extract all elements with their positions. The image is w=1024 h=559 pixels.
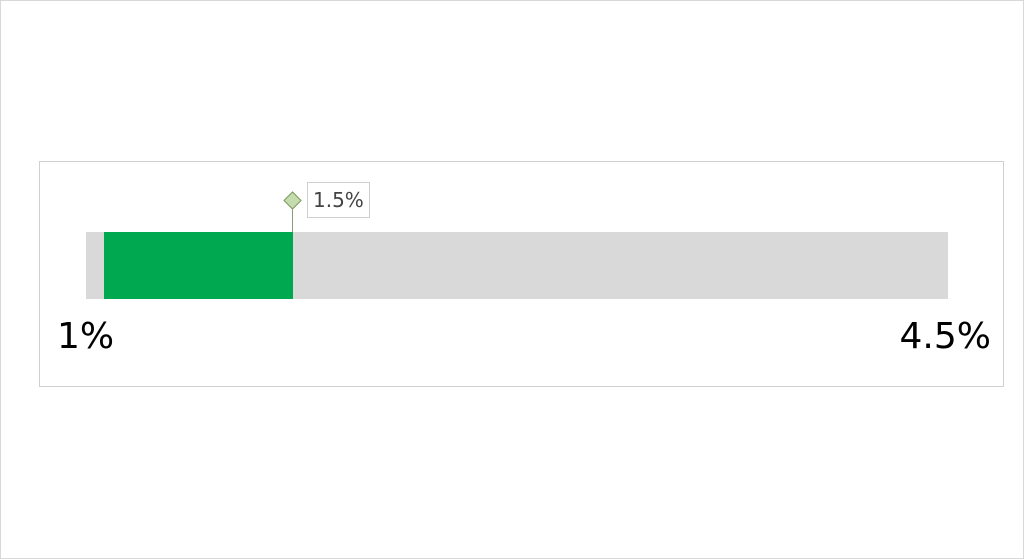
value-label: 1.5% — [307, 182, 370, 218]
gauge-fill-bar — [104, 232, 293, 299]
value-leader-line — [292, 208, 293, 232]
chart-frame — [39, 161, 1004, 387]
max-label: 4.5% — [899, 316, 991, 357]
min-label: 1% — [57, 316, 115, 357]
